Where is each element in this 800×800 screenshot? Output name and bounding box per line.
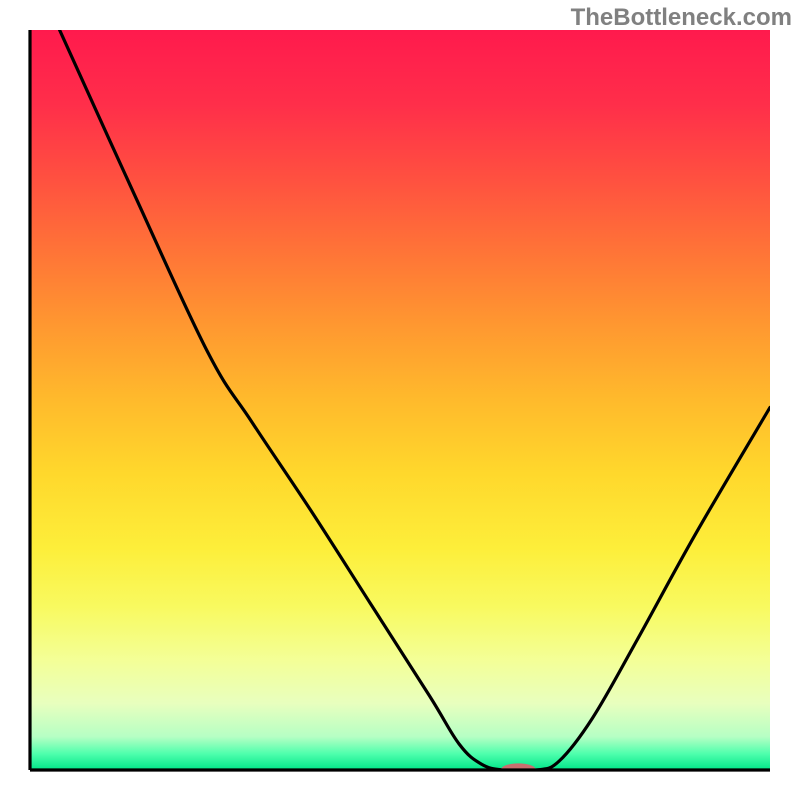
watermark-text: TheBottleneck.com	[571, 4, 792, 32]
bottleneck-chart	[0, 0, 800, 800]
chart-container: TheBottleneck.com	[0, 0, 800, 800]
gradient-background	[30, 30, 770, 770]
